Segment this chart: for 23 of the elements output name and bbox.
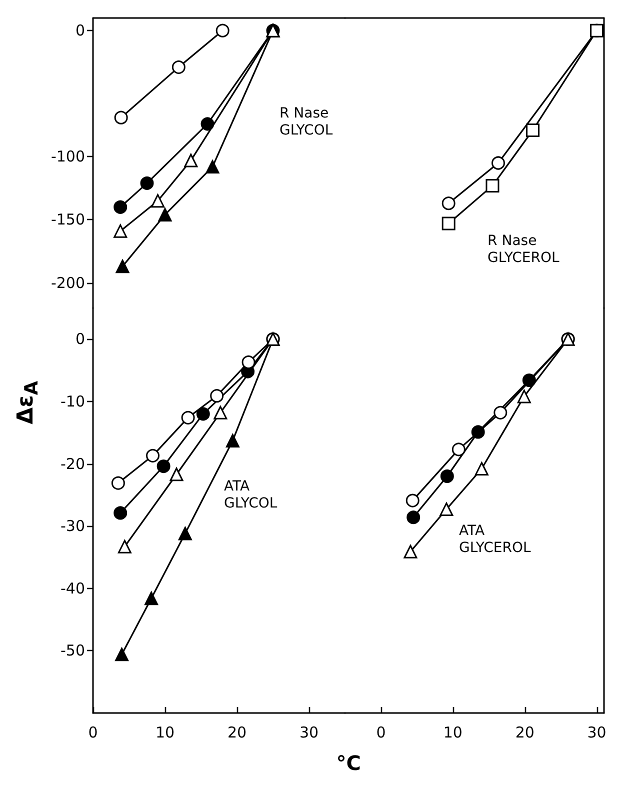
y-tick-label: -150 [50, 210, 85, 229]
y-tick-label: -40 [60, 579, 85, 598]
x-tick-label: 30 [299, 724, 319, 742]
y-tick-label: -100 [50, 148, 85, 166]
x-tick-label: 20 [227, 724, 247, 742]
x-axis-title: °C [335, 751, 362, 775]
y-tick-label: -30 [60, 517, 85, 536]
annotation: R Nase GLYCEROL [488, 233, 560, 266]
annotation: R Nase GLYCOL [279, 106, 333, 138]
annotation: ATA GLYCOL [224, 478, 278, 512]
x-tick-label: 0 [376, 724, 386, 742]
x-tick-label: 10 [443, 724, 462, 742]
annotation: ATA GLYCEROL [459, 523, 531, 556]
x-tick-label: 20 [515, 724, 534, 742]
x-tick-label: 10 [155, 724, 175, 742]
y-tick-label: -200 [50, 274, 85, 292]
y-tick-label: -20 [60, 454, 85, 473]
x-tick-label: 30 [587, 724, 606, 742]
y-tick-label: 0 [75, 22, 85, 40]
x-tick-label: 0 [88, 724, 98, 742]
y-tick-label: -10 [60, 392, 85, 410]
y-tick-label: 0 [75, 330, 85, 348]
y-tick-label: -50 [60, 642, 85, 660]
